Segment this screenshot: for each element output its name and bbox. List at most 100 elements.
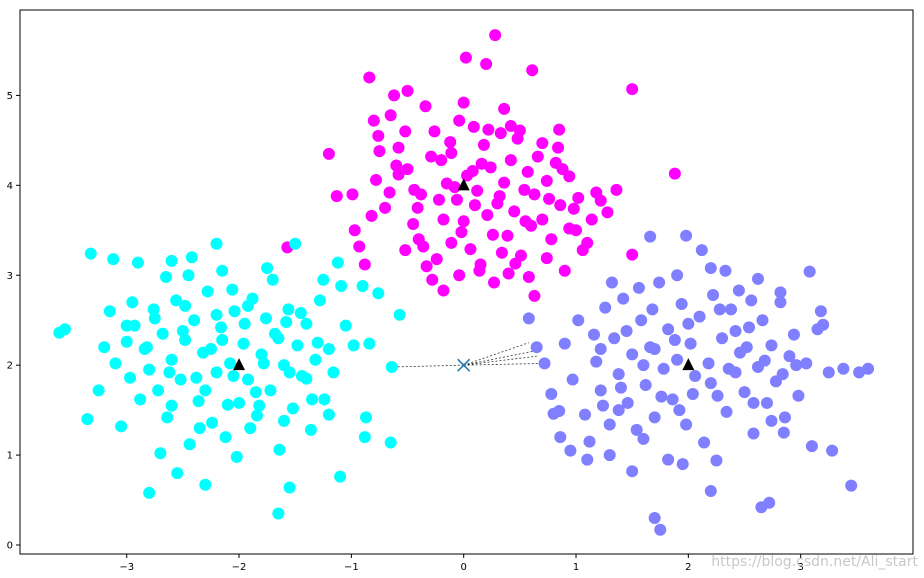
data-point (430, 253, 443, 266)
data-point (776, 368, 789, 381)
data-point (792, 389, 805, 402)
data-point (165, 399, 178, 412)
data-point (800, 357, 813, 370)
data-point (693, 310, 706, 323)
data-point (729, 325, 742, 338)
data-point (140, 341, 153, 354)
data-point (536, 213, 549, 226)
data-point (390, 159, 403, 172)
data-point (467, 120, 480, 133)
data-point (300, 372, 313, 385)
data-point (257, 357, 270, 370)
data-point (134, 393, 147, 406)
data-point (756, 314, 769, 327)
data-point (504, 154, 517, 167)
data-point (704, 262, 717, 275)
x-tick-label: −2 (232, 562, 247, 573)
data-point (109, 357, 122, 370)
data-point (531, 150, 544, 163)
data-point (572, 191, 585, 204)
data-point (84, 247, 97, 260)
x-tick-label: 0 (461, 562, 467, 573)
data-point (725, 303, 738, 316)
x-tick-label: 1 (573, 562, 579, 573)
data-point (803, 265, 816, 278)
data-point (530, 341, 543, 354)
data-point (644, 230, 657, 243)
data-point (662, 323, 675, 336)
data-point (393, 308, 406, 321)
data-point (501, 229, 514, 242)
data-point (437, 213, 450, 226)
data-point (411, 201, 424, 214)
data-point (259, 312, 272, 325)
data-series (53, 29, 875, 536)
data-point (401, 84, 414, 97)
data-point (475, 157, 488, 170)
data-point (765, 414, 778, 427)
x-tick-label: 2 (685, 562, 691, 573)
data-point (242, 299, 255, 312)
data-point (437, 284, 450, 297)
data-point (481, 209, 494, 222)
data-point (621, 396, 634, 409)
data-point (521, 165, 534, 178)
data-point (224, 357, 237, 370)
data-point (359, 411, 372, 424)
data-point (509, 257, 522, 270)
y-tick-label: 5 (7, 91, 13, 102)
data-point (695, 244, 708, 257)
data-point (311, 336, 324, 349)
data-point (466, 164, 479, 177)
data-point (594, 342, 607, 355)
data-point (399, 125, 412, 138)
data-point (399, 244, 412, 257)
data-point (156, 327, 169, 340)
series-0 (281, 29, 681, 302)
y-axis: 0 1 2 3 4 5 (7, 91, 20, 552)
plot-area-frame (19, 9, 914, 555)
data-point (147, 303, 160, 316)
data-point (264, 384, 277, 397)
centroid-markers (233, 178, 695, 372)
data-point (356, 280, 369, 293)
data-point (540, 174, 553, 187)
data-point (711, 389, 724, 402)
data-point (318, 393, 331, 406)
data-point (448, 181, 461, 194)
data-point (590, 355, 603, 368)
data-point (331, 256, 344, 269)
data-point (601, 206, 614, 219)
data-point (493, 190, 506, 203)
data-point (596, 399, 609, 412)
data-point (653, 276, 666, 289)
data-point (335, 280, 348, 293)
y-tick-label: 1 (7, 451, 13, 462)
data-point (765, 339, 778, 352)
data-point (160, 271, 173, 284)
data-point (639, 378, 652, 391)
query-x-stroke (457, 358, 471, 372)
data-point (165, 254, 178, 267)
data-point (152, 384, 165, 397)
data-point (572, 314, 585, 327)
data-point (716, 332, 729, 345)
data-point (334, 470, 347, 483)
data-point (486, 228, 499, 241)
data-point (526, 64, 539, 77)
data-point (675, 298, 688, 311)
data-point (635, 314, 648, 327)
data-point (103, 305, 116, 318)
data-point (457, 96, 470, 109)
data-point (702, 357, 715, 370)
data-point (444, 136, 457, 149)
data-point (747, 427, 760, 440)
data-point (583, 435, 596, 448)
data-point (599, 301, 612, 314)
data-point (610, 183, 623, 196)
data-point (242, 373, 255, 386)
data-point (553, 123, 566, 136)
x-tick-label: 3 (797, 562, 803, 573)
data-point (719, 264, 732, 277)
